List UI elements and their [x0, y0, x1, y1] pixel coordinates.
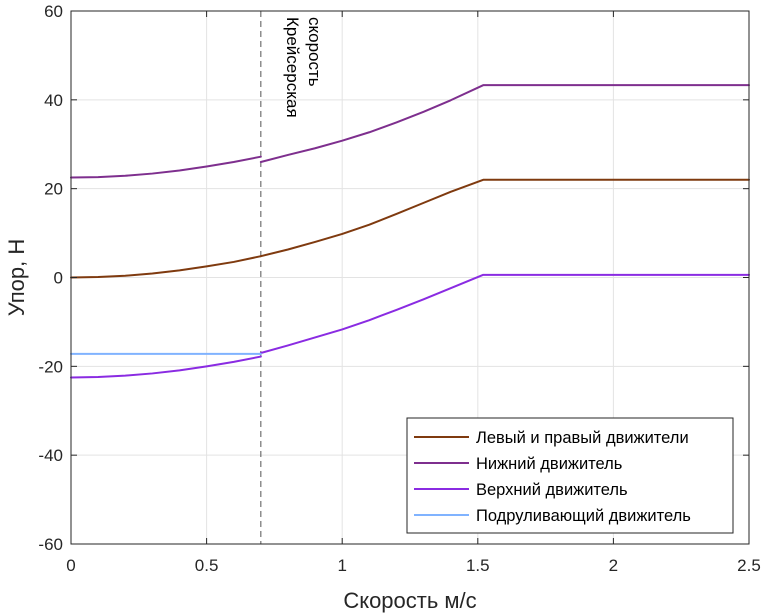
x-tick-label: 0 — [66, 556, 75, 575]
y-tick-label: 60 — [44, 2, 63, 21]
y-tick-label: 20 — [44, 180, 63, 199]
cruise-speed-label: Крейсерская скорость — [283, 17, 324, 122]
cruise-speed-label-line-1: Крейсерская — [283, 17, 302, 118]
y-tick-label: -60 — [38, 535, 63, 554]
series-line-1-segment-2 — [259, 178, 750, 258]
y-tick-label: 40 — [44, 91, 63, 110]
axis-ticks: 0 0.5 1 1.5 2 2.5 -60 -40 -20 0 20 40 60 — [38, 2, 760, 575]
x-tick-label: 1.5 — [466, 556, 490, 575]
y-tick-label: -40 — [38, 446, 63, 465]
x-tick-label: 2.5 — [737, 556, 761, 575]
legend: Левый и правый движители Нижний движитель… — [406, 417, 734, 534]
series-lines — [70, 84, 750, 379]
x-tick-label: 1 — [337, 556, 346, 575]
y-tick-label: 0 — [54, 269, 63, 288]
legend-label-4: Подруливающий движитель — [476, 507, 691, 525]
legend-label-3: Верхний движитель — [476, 481, 628, 499]
x-tick-label: 0.5 — [195, 556, 219, 575]
y-axis-label: Упор, Н — [4, 239, 29, 316]
series-line-2-segment-1 — [70, 155, 262, 179]
x-axis-label: Скорость м/с — [343, 588, 476, 613]
cruise-speed-label-line-2: скорость — [305, 17, 324, 87]
cruise-speed-annotation: Крейсерская скорость — [260, 11, 324, 544]
legend-label-2: Нижний движитель — [476, 455, 622, 473]
legend-label-1: Левый и правый движители — [476, 429, 689, 447]
series-line-1-segment-1 — [70, 255, 262, 279]
y-tick-label: -20 — [38, 357, 63, 376]
series-line-3-segment-1 — [70, 355, 262, 379]
series-line-2-segment-2 — [259, 84, 750, 164]
series-line-3-segment-2 — [259, 273, 750, 355]
x-tick-label: 2 — [609, 556, 618, 575]
